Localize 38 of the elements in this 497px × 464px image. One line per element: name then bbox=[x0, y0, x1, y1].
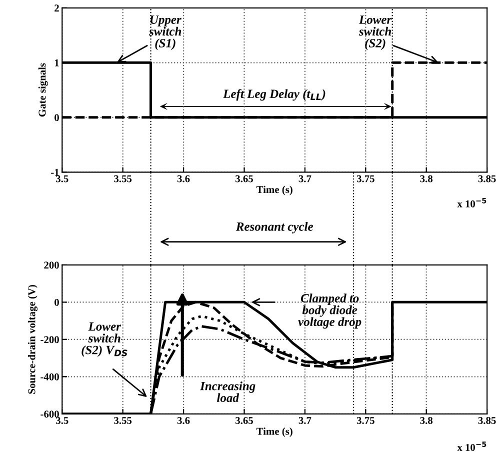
x-axis-title: Time (s) bbox=[256, 186, 292, 196]
annotation: Upper switch (S1) bbox=[148, 16, 182, 50]
x-tick-label: 3.55 bbox=[114, 416, 132, 424]
x-tick-label: 3.6 bbox=[177, 175, 190, 182]
annotation: Lower switch (S2) bbox=[358, 16, 392, 50]
y-tick-label: 200 bbox=[44, 262, 59, 269]
x-tick-label: 3.75 bbox=[356, 175, 374, 182]
text: x 10$^{−5}$ bbox=[457, 198, 486, 208]
y-tick-label: -1 bbox=[51, 168, 59, 176]
x-tick-label: 3.85 bbox=[478, 175, 496, 182]
y-tick-label: -200 bbox=[40, 336, 59, 344]
x-tick-label: 3.65 bbox=[236, 175, 253, 182]
y-tick-label: 1 bbox=[54, 59, 59, 66]
y-axis-title: Source-drain voltage (V) bbox=[28, 284, 38, 394]
x-tick-label: 3.8 bbox=[420, 416, 433, 424]
x-tick-label: 3.5 bbox=[56, 416, 68, 424]
annotation: Left Leg Delay (t$_{LL}$) bbox=[223, 89, 326, 101]
y-tick-label: -400 bbox=[40, 373, 59, 380]
x-tick-label: 3.7 bbox=[298, 416, 312, 424]
y-tick-label: -600 bbox=[40, 410, 59, 418]
x-tick-label: 3.55 bbox=[114, 175, 132, 182]
annotation: Clamped to body diode voltage drop bbox=[298, 294, 362, 329]
x-tick-label: 3.7 bbox=[298, 175, 312, 182]
text: Resonant cycle bbox=[236, 222, 314, 234]
x-tick-label: 3.85 bbox=[478, 416, 496, 424]
text: x 10$^{−5}$ bbox=[457, 442, 486, 451]
y-tick-label: 0 bbox=[54, 114, 59, 122]
annotation: Lower switch (S2) V$_{DS}$ bbox=[82, 322, 128, 357]
y-tick-label: 0 bbox=[54, 298, 59, 306]
x-axis-title: Time (s) bbox=[256, 428, 292, 437]
annotation: Increasing load bbox=[200, 381, 256, 402]
y-axis-title: Gate signals bbox=[38, 63, 48, 117]
x-tick-label: 3.65 bbox=[236, 416, 253, 424]
x-tick-label: 3.75 bbox=[356, 416, 374, 424]
x-tick-label: 3.6 bbox=[177, 416, 190, 424]
x-tick-label: 3.8 bbox=[420, 175, 433, 182]
y-tick-label: 2 bbox=[54, 4, 59, 12]
x-tick-label: 3.5 bbox=[56, 175, 68, 182]
